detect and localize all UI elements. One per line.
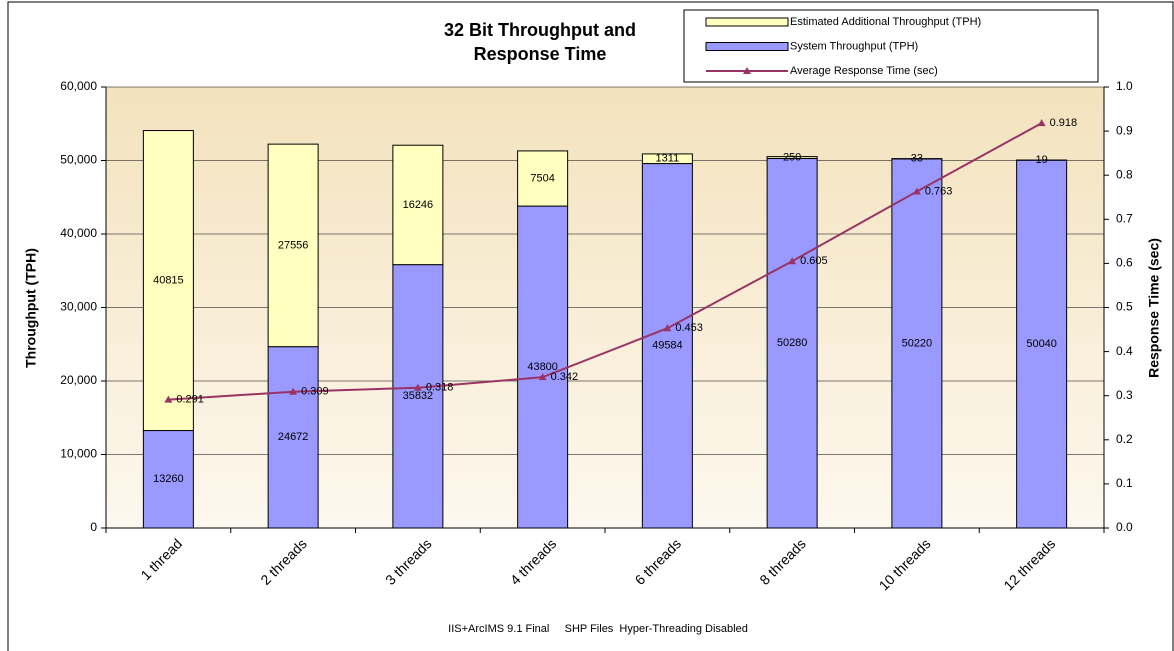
y-tick-label: 60,000 (60, 79, 97, 93)
bar (392, 264, 444, 529)
x-tick-label: 1 thread (137, 535, 185, 583)
y-tick-label: 40,000 (60, 226, 97, 240)
x-tick-label: 6 threads (632, 535, 685, 588)
y2-tick-label: 0.9 (1116, 123, 1133, 137)
y2-axis-label: Response Time (sec) (1146, 238, 1162, 378)
bar-label: 50280 (777, 337, 808, 349)
y-tick-label: 30,000 (60, 300, 97, 314)
line-label: 0.763 (925, 185, 953, 197)
y2-tick-label: 1.0 (1116, 79, 1133, 93)
bar (517, 205, 569, 529)
legend-label: Average Response Time (sec) (790, 65, 938, 77)
bar-label: 33 (911, 153, 923, 165)
bar (142, 430, 194, 529)
line-marker (164, 395, 173, 403)
x-tick-label: 2 threads (257, 535, 310, 588)
bar (517, 150, 569, 207)
frame (7, 1, 1174, 651)
bar-label: 49584 (652, 340, 683, 352)
bar-label: 27556 (278, 239, 309, 251)
bar (267, 346, 319, 529)
x-tick-label: 4 threads (507, 535, 560, 588)
bar (891, 158, 943, 529)
y2-tick-label: 0.4 (1116, 344, 1133, 358)
y2-tick-label: 0.5 (1116, 300, 1133, 314)
legend-label: Estimated Additional Throughput (TPH) (790, 16, 981, 28)
bar-label: 50040 (1026, 338, 1057, 350)
bar-label: 1311 (656, 153, 680, 165)
line-label: 0.605 (800, 255, 828, 267)
bar (392, 144, 444, 266)
y-tick-label: 0 (90, 520, 97, 534)
legend-label: System Throughput (TPH) (790, 40, 918, 52)
x-tick-label: 12 threads (1000, 535, 1058, 593)
line-label: 0.342 (551, 371, 579, 383)
line-label: 0.453 (675, 322, 703, 334)
line-marker (663, 324, 672, 332)
y2-tick-label: 0.0 (1116, 520, 1133, 534)
y-tick-label: 20,000 (60, 373, 97, 387)
bar-label: 50220 (902, 337, 933, 349)
x-tick-label: 3 threads (382, 535, 435, 588)
bar-label: 43800 (527, 361, 558, 373)
bar (641, 153, 693, 165)
y2-tick-label: 0.6 (1116, 256, 1133, 270)
bar (142, 130, 194, 432)
bar-label: 24672 (278, 431, 309, 443)
y2-tick-label: 0.7 (1116, 211, 1133, 225)
y2-tick-label: 0.3 (1116, 388, 1133, 402)
x-tick-label: 10 threads (876, 535, 934, 593)
line-marker (413, 383, 422, 391)
y2-tick-label: 0.1 (1116, 476, 1133, 490)
line-label: 0.291 (176, 394, 204, 406)
chart-title: 32 Bit Throughput and Response Time (444, 20, 636, 64)
line-label: 0.309 (301, 386, 329, 398)
line-marker (538, 373, 547, 381)
y2-tick-label: 0.8 (1116, 167, 1133, 181)
line-marker (912, 187, 921, 195)
bar (1016, 159, 1068, 529)
legend-swatch (705, 17, 789, 27)
bar (641, 163, 693, 529)
bar (267, 143, 319, 348)
bar-label: 7504 (530, 172, 554, 184)
y-tick-label: 10,000 (60, 447, 97, 461)
line-marker (289, 387, 298, 395)
bar-label: 16246 (403, 199, 434, 211)
subtitle: IIS+ArcIMS 9.1 Final SHP Files Hyper-Thr… (448, 623, 748, 635)
bar-label: 250 (783, 151, 801, 163)
bar (766, 157, 818, 529)
bar-label: 19 (1036, 154, 1048, 166)
y-axis-label: Throughput (TPH) (23, 248, 39, 368)
y2-tick-label: 0.2 (1116, 432, 1133, 446)
bar-label: 35832 (403, 390, 434, 402)
bar-label: 40815 (153, 274, 184, 286)
line-label: 0.318 (426, 382, 454, 394)
x-tick-label: 8 threads (756, 535, 809, 588)
line (168, 122, 1043, 401)
line-marker (788, 257, 797, 265)
line-marker (1037, 119, 1046, 127)
y-tick-label: 50,000 (60, 153, 97, 167)
legend-swatch (705, 42, 789, 51)
bar (766, 156, 818, 159)
legend-marker (743, 67, 751, 74)
line-label: 0.918 (1050, 117, 1078, 129)
bar-label: 13260 (153, 473, 184, 485)
